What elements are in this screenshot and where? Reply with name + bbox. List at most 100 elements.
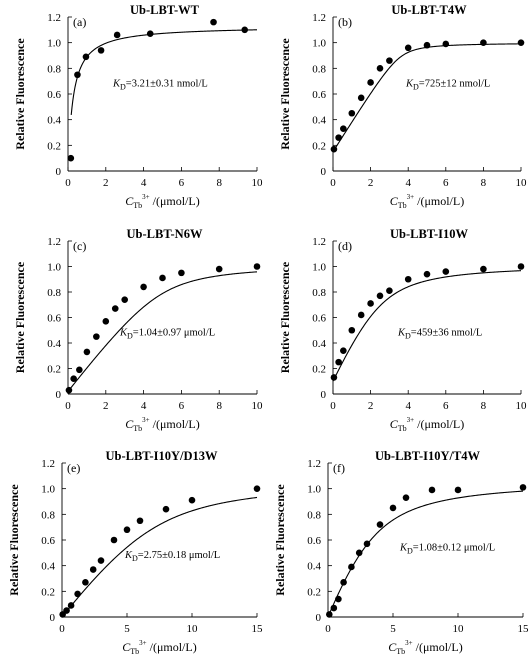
- chart-panel-e: 0 0.2 0.4 0.6 0.8 1.0 1.2 0 5 10 15 Relative Fluore…: [7, 449, 263, 656]
- chart-panel-d: 0 0.2 0.4 0.6 0.8 1.0 1.2 0 2 4 6 8 10 Relative Fluor…: [278, 227, 527, 433]
- data-point: [102, 318, 110, 325]
- fit-curve: [70, 29, 258, 116]
- x-tick-label: 5: [390, 623, 396, 635]
- kd-annotation: KD=3.21±0.31 nmol/L: [112, 78, 208, 91]
- x-tick-label: 5: [124, 623, 130, 635]
- data-point: [330, 604, 338, 612]
- y-tick-label: 0.2: [47, 364, 61, 376]
- data-point: [121, 296, 128, 303]
- data-point: [386, 57, 393, 64]
- y-axis-title: Relative Fluorescence: [13, 38, 27, 150]
- y-tick-label: 0.4: [41, 561, 55, 573]
- x-tick-label: 8: [481, 400, 487, 412]
- y-tick-label: 0.6: [312, 89, 326, 101]
- data-point: [335, 595, 342, 603]
- panel-title: Ub-LBT-WT: [130, 3, 200, 17]
- y-tick-label: 0.4: [312, 115, 326, 127]
- y-tick-label: 0.8: [47, 63, 61, 75]
- data-point: [404, 275, 412, 283]
- x-tick-label: 10: [252, 400, 264, 412]
- panel-letter: (d): [338, 239, 352, 253]
- y-tick-label: 0.8: [312, 287, 326, 299]
- data-point: [423, 41, 431, 49]
- x-tick-label: 10: [453, 623, 465, 635]
- data-point: [348, 326, 356, 334]
- x-axis-title: CTb3+ /(μmol/L): [388, 639, 462, 656]
- y-axis-title: Relative Fluorescence: [278, 261, 292, 373]
- data-point: [253, 485, 261, 492]
- x-axis-title: CTb3+ /(μmol/L): [125, 416, 199, 433]
- y-tick-label: 0.8: [312, 63, 326, 75]
- x-tick-label: 0: [65, 400, 71, 412]
- panel-title: Ub-LBT-N6W: [127, 227, 203, 241]
- data-point: [402, 494, 410, 501]
- data-point: [480, 265, 487, 273]
- data-point: [357, 311, 365, 319]
- x-tick-label: 6: [443, 400, 449, 412]
- y-tick-label: 0.2: [312, 140, 326, 152]
- data-point: [253, 263, 261, 270]
- y-tick-label: 0.2: [41, 586, 55, 598]
- data-point: [389, 504, 397, 512]
- data-point: [367, 300, 374, 307]
- kd-annotation: KD=1.08±0.12 μmol/L: [399, 542, 495, 555]
- x-tick-label: 6: [179, 400, 185, 412]
- data-point: [357, 94, 365, 102]
- x-tick-label: 10: [516, 400, 528, 412]
- y-tick-label: 0.4: [47, 338, 61, 350]
- data-point: [67, 154, 75, 162]
- y-tick-label: 0.8: [41, 509, 55, 521]
- panel-letter: (b): [338, 15, 352, 29]
- y-tick-label: 1.0: [307, 484, 321, 496]
- y-tick-label: 0: [321, 389, 327, 401]
- x-axis-title: CTb3+ /(μmol/L): [390, 193, 464, 210]
- x-tick-label: 0: [65, 177, 71, 189]
- data-point: [74, 71, 81, 79]
- data-point: [111, 305, 119, 312]
- x-tick-label: 8: [216, 177, 222, 189]
- panel-letter: (a): [73, 15, 86, 29]
- y-tick-label: 0: [321, 166, 327, 178]
- y-tick-label: 1.2: [47, 12, 61, 24]
- y-tick-label: 1.2: [312, 236, 326, 248]
- kd-annotation: KD=2.75±0.18 μmol/L: [124, 550, 220, 563]
- y-tick-label: 0.6: [312, 313, 326, 325]
- data-point: [335, 134, 342, 141]
- panel-title: Ub-LBT-I10W: [390, 227, 469, 241]
- y-tick-label: 1.2: [312, 12, 326, 24]
- y-tick-label: 0.2: [307, 586, 321, 598]
- data-point: [210, 18, 217, 26]
- x-tick-label: 6: [179, 177, 185, 189]
- data-point: [386, 287, 393, 295]
- y-tick-label: 0.6: [47, 89, 61, 101]
- data-point: [136, 517, 144, 525]
- data-point: [178, 269, 185, 277]
- data-point: [355, 549, 363, 557]
- fit-curve: [332, 270, 522, 382]
- y-tick-label: 0: [50, 612, 56, 624]
- data-point: [113, 31, 121, 39]
- data-point: [110, 536, 118, 544]
- y-tick-label: 1.0: [47, 38, 61, 50]
- data-point: [241, 26, 249, 34]
- chart-panel-f: 0 0.2 0.4 0.6 0.8 1.0 1.2 0 5 10 15 Relative Fluore…: [273, 449, 529, 656]
- data-point: [340, 347, 347, 354]
- panel-title: Ub-LBT-I10Y/D13W: [105, 449, 218, 463]
- x-tick-label: 10: [187, 623, 199, 635]
- y-tick-label: 0.6: [41, 535, 55, 547]
- x-axis-title: CTb3+ /(μmol/L): [390, 416, 464, 433]
- x-tick-label: 2: [103, 400, 109, 412]
- x-tick-label: 15: [518, 623, 530, 635]
- data-point: [330, 145, 338, 153]
- x-tick-label: 2: [368, 400, 374, 412]
- fit-curve: [67, 271, 258, 392]
- x-tick-label: 0: [330, 177, 336, 189]
- data-point: [363, 540, 371, 548]
- data-point: [97, 557, 105, 564]
- y-tick-label: 0.2: [47, 140, 61, 152]
- data-point: [83, 348, 91, 356]
- y-tick-label: 1.2: [47, 236, 61, 248]
- y-tick-label: 0: [56, 166, 62, 178]
- x-tick-label: 15: [252, 623, 264, 635]
